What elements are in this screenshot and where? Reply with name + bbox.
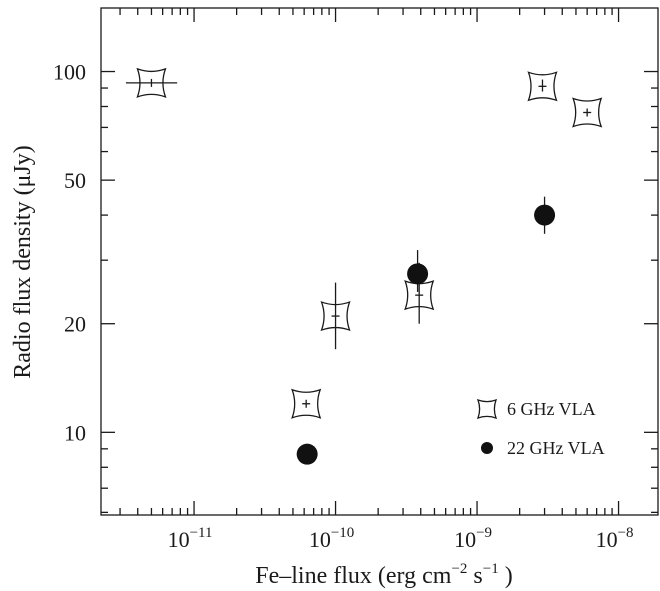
legend-label-22ghz: 22 GHz VLA bbox=[507, 438, 605, 458]
x-axis-label-main: Fe–line flux (erg cm bbox=[255, 563, 452, 589]
x-tick-label-exp: −11 bbox=[190, 525, 213, 541]
point-22ghz bbox=[534, 196, 556, 234]
y-tick-labels: 10 20 50 100 bbox=[53, 60, 86, 446]
point-6ghz bbox=[527, 71, 558, 102]
point-6ghz bbox=[291, 388, 322, 419]
x-tick-label: 10−9 bbox=[454, 525, 492, 552]
y-tick-label: 20 bbox=[64, 312, 86, 337]
x-tick-labels: 10−11 10−10 10−9 10−8 bbox=[168, 525, 634, 552]
y-minor-ticks bbox=[101, 87, 658, 514]
x-tick-label-exp: −8 bbox=[618, 525, 634, 541]
legend-circle-marker bbox=[481, 442, 493, 454]
x-minor-ticks bbox=[119, 8, 613, 515]
point-22ghz bbox=[296, 443, 318, 465]
plot-frame bbox=[100, 7, 659, 516]
x-tick-label-exp: −9 bbox=[476, 525, 492, 541]
legend: 6 GHz VLA 22 GHz VLA bbox=[476, 398, 605, 458]
circle-marker bbox=[534, 204, 556, 226]
x-tick-label-base: 10 bbox=[168, 527, 190, 552]
y-tick-label: 50 bbox=[64, 168, 86, 193]
point-6ghz bbox=[572, 97, 603, 128]
point-6ghz bbox=[320, 282, 351, 350]
y-tick-label: 10 bbox=[64, 420, 86, 445]
legend-label-6ghz: 6 GHz VLA bbox=[507, 399, 596, 419]
x-axis-label-exp1: −2 bbox=[451, 561, 467, 577]
x-axis-label-end: ) bbox=[499, 563, 513, 589]
x-major-ticks bbox=[193, 8, 620, 515]
x-tick-label-base: 10 bbox=[596, 527, 618, 552]
x-tick-label-exp: −10 bbox=[331, 525, 354, 541]
legend-marker-6ghz bbox=[476, 398, 498, 420]
x-tick-label: 10−10 bbox=[309, 525, 354, 552]
x-tick-label: 10−11 bbox=[168, 525, 213, 552]
circle-marker bbox=[407, 263, 429, 285]
y-axis-label: Radio flux density (μJy) bbox=[10, 145, 36, 379]
x-tick-label-base: 10 bbox=[309, 527, 331, 552]
point-22ghz bbox=[407, 250, 429, 292]
y-tick-label: 100 bbox=[53, 60, 86, 85]
legend-marker-22ghz bbox=[481, 442, 493, 454]
data-points bbox=[125, 67, 603, 465]
point-6ghz bbox=[125, 67, 178, 98]
x-axis-label-mid: s bbox=[467, 563, 482, 589]
legend-star-marker bbox=[476, 398, 498, 420]
x-axis-label-exp2: −1 bbox=[483, 561, 499, 577]
circle-marker bbox=[296, 443, 318, 465]
x-tick-label: 10−8 bbox=[596, 525, 634, 552]
x-axis-label: Fe–line flux (erg cm−2 s−1 ) bbox=[255, 561, 512, 589]
x-tick-label-base: 10 bbox=[454, 527, 476, 552]
y-major-ticks bbox=[101, 70, 658, 433]
